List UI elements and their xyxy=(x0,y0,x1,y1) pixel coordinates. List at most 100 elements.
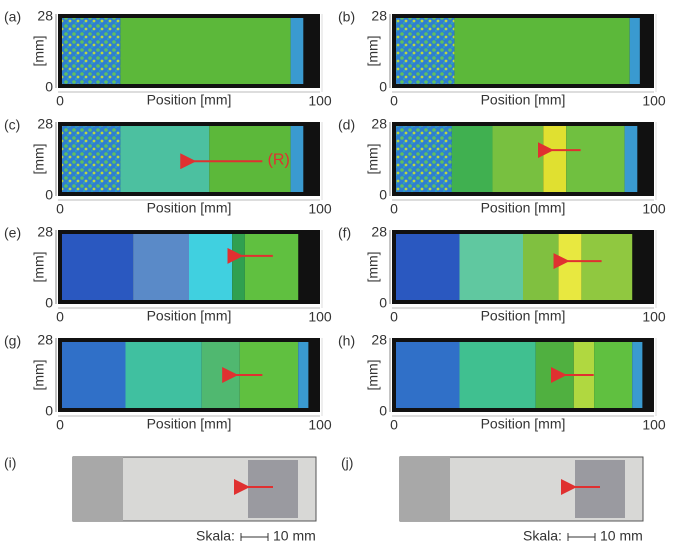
x-tick-label: 100 xyxy=(642,309,666,325)
image-region xyxy=(189,234,232,300)
x-tick-label: 100 xyxy=(642,417,666,433)
panel-label: (e) xyxy=(4,225,21,241)
y-axis-label: [mm] xyxy=(31,35,47,66)
image-region xyxy=(120,126,209,192)
image-region xyxy=(291,18,304,84)
image-region xyxy=(454,18,629,84)
panel-label: (g) xyxy=(4,333,21,349)
image-region xyxy=(493,126,544,192)
image-region xyxy=(396,342,460,408)
image-region xyxy=(523,234,559,300)
image-region xyxy=(460,342,536,408)
x-tick-label: 0 xyxy=(56,201,64,217)
image-region xyxy=(452,126,493,192)
scale-text: 10 mm xyxy=(600,528,643,544)
y-axis-label: [mm] xyxy=(365,251,381,282)
panel-label: (h) xyxy=(338,333,355,349)
x-axis-label: Position [mm] xyxy=(481,200,566,216)
panel-label: (b) xyxy=(338,9,355,25)
y-tick-label: 0 xyxy=(379,403,387,419)
image-region xyxy=(298,342,308,408)
image-region xyxy=(632,342,642,408)
x-axis-label: Position [mm] xyxy=(147,92,232,108)
photo-patch xyxy=(248,460,298,518)
x-axis-label: Position [mm] xyxy=(481,416,566,432)
image-region xyxy=(396,18,454,84)
x-axis-label: Position [mm] xyxy=(481,92,566,108)
scale-text: 10 mm xyxy=(273,528,316,544)
y-tick-label: 0 xyxy=(45,403,53,419)
x-tick-label: 100 xyxy=(642,93,666,109)
x-axis-label: Position [mm] xyxy=(481,308,566,324)
image-region xyxy=(594,342,632,408)
photo-patch xyxy=(575,460,625,518)
y-axis-label: [mm] xyxy=(365,35,381,66)
y-tick-label: 28 xyxy=(371,116,387,132)
image-region xyxy=(62,234,133,300)
y-tick-label: 28 xyxy=(371,332,387,348)
y-tick-label: 28 xyxy=(37,224,53,240)
image-region xyxy=(62,126,120,192)
image-region xyxy=(625,126,638,192)
x-tick-label: 0 xyxy=(56,309,64,325)
panel-label: (i) xyxy=(4,455,16,471)
y-tick-label: 28 xyxy=(37,8,53,24)
y-tick-label: 28 xyxy=(371,8,387,24)
y-tick-label: 0 xyxy=(45,187,53,203)
y-tick-label: 28 xyxy=(37,116,53,132)
image-region xyxy=(126,342,202,408)
y-tick-label: 28 xyxy=(371,224,387,240)
y-axis-label: [mm] xyxy=(31,359,47,390)
x-tick-label: 0 xyxy=(390,309,398,325)
image-region xyxy=(245,234,298,300)
image-region xyxy=(62,342,126,408)
x-tick-label: 0 xyxy=(56,417,64,433)
panel-label: (f) xyxy=(338,225,351,241)
x-tick-label: 100 xyxy=(308,309,332,325)
panel-label: (j) xyxy=(341,455,353,471)
image-region xyxy=(460,234,524,300)
x-tick-label: 0 xyxy=(390,93,398,109)
x-tick-label: 0 xyxy=(56,93,64,109)
image-region xyxy=(133,234,189,300)
panel-label: (a) xyxy=(4,9,21,25)
image-region xyxy=(62,18,120,84)
image-region xyxy=(396,234,460,300)
y-tick-label: 0 xyxy=(379,295,387,311)
x-tick-label: 100 xyxy=(308,93,332,109)
image-region xyxy=(543,126,566,192)
panel-label: (d) xyxy=(338,117,355,133)
scale-label: Skala: xyxy=(196,528,235,544)
image-region xyxy=(630,18,640,84)
x-axis-label: Position [mm] xyxy=(147,200,232,216)
x-tick-label: 100 xyxy=(642,201,666,217)
y-axis-label: [mm] xyxy=(31,251,47,282)
image-region xyxy=(396,126,452,192)
annotation: (R) xyxy=(268,152,290,169)
panel-label: (c) xyxy=(4,117,20,133)
x-axis-label: Position [mm] xyxy=(147,308,232,324)
image-region xyxy=(291,126,304,192)
image-region xyxy=(120,18,290,84)
image-region xyxy=(566,126,624,192)
x-tick-label: 0 xyxy=(390,417,398,433)
image-region xyxy=(581,234,632,300)
image-region xyxy=(202,342,240,408)
y-tick-label: 28 xyxy=(37,332,53,348)
x-tick-label: 100 xyxy=(308,417,332,433)
x-tick-label: 100 xyxy=(308,201,332,217)
image-region xyxy=(559,234,582,300)
y-axis-label: [mm] xyxy=(365,143,381,174)
scale-label: Skala: xyxy=(523,528,562,544)
y-axis-label: [mm] xyxy=(31,143,47,174)
photo-end xyxy=(73,457,123,521)
photo-end xyxy=(400,457,450,521)
image-region xyxy=(232,234,245,300)
x-tick-label: 0 xyxy=(390,201,398,217)
y-tick-label: 0 xyxy=(45,79,53,95)
y-tick-label: 0 xyxy=(379,187,387,203)
figure: (a)280[mm]0100Position [mm](b)280[mm]010… xyxy=(0,0,680,548)
x-axis-label: Position [mm] xyxy=(147,416,232,432)
y-tick-label: 0 xyxy=(45,295,53,311)
y-axis-label: [mm] xyxy=(365,359,381,390)
